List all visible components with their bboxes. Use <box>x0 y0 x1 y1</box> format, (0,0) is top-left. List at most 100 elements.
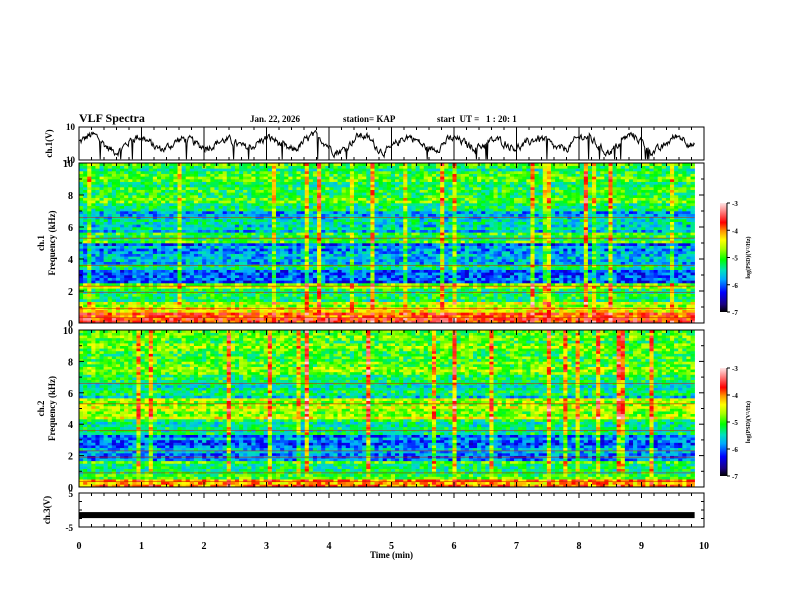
ch1-spectrogram-cell <box>468 240 474 244</box>
ch1-spectrogram-cell <box>91 248 96 252</box>
ch1-spectrogram-cell <box>431 237 437 241</box>
ch1-spectrogram-cell <box>169 243 174 246</box>
ch1-spectrogram-cell <box>587 280 593 284</box>
ch1-spectrogram-cell <box>407 317 412 321</box>
ch1-spectrogram-cell <box>206 261 211 265</box>
ch1-spectrogram-cell <box>132 259 137 262</box>
ch1-spectrogram-cell <box>317 240 322 244</box>
ch1-spectrogram-cell <box>538 237 544 241</box>
ch1-spectrogram-cell <box>148 261 154 265</box>
ch1-spectrogram-cell <box>333 267 338 270</box>
ch1-spectrogram-cell <box>665 309 671 313</box>
ch1-spectrogram-cell <box>493 261 498 265</box>
ch1-spectrogram-cell <box>616 296 622 300</box>
ch1-spectrogram-cell <box>132 269 137 273</box>
ch1-spectrogram-cell <box>107 253 113 257</box>
ch1-spectrogram-cell <box>444 280 449 284</box>
ch1-spectrogram-cell <box>148 269 154 273</box>
ch1-spectrogram-cell <box>259 293 264 297</box>
ch1-spectrogram-cell <box>596 277 601 281</box>
date-label: Jan. 22, 2026 <box>250 114 301 124</box>
ch1-spectrogram-cell <box>456 275 461 278</box>
ch1-spectrogram-cell <box>120 235 125 238</box>
ch1-spectrogram-cell <box>427 296 433 300</box>
ch1-spectrogram-cell <box>493 285 498 289</box>
ch1-spectrogram-cell <box>452 315 457 318</box>
ch1-spectrogram-cell <box>411 240 416 244</box>
ch1-spectrogram-cell <box>259 264 264 268</box>
ch1-spectrogram-cell <box>181 267 186 270</box>
ch1-spectrogram-cell <box>128 256 133 260</box>
ch1-spectrogram-cell <box>214 280 219 284</box>
ch1-spectrogram-cell <box>136 240 141 244</box>
ch1-spectrogram-cell <box>255 261 260 265</box>
ch1-spectrogram-cell <box>181 317 186 321</box>
ch1-spectrogram-cell <box>349 264 355 268</box>
ch1-spectrogram-cell <box>649 280 654 284</box>
ch1-spectrogram-cell <box>407 253 412 257</box>
ch1-spectrogram-cell <box>645 240 650 244</box>
ch1-spectrogram-cell <box>509 245 515 249</box>
ch1-spectrogram-cell <box>374 253 379 257</box>
ch1-spectrogram-cell <box>382 256 388 260</box>
ch1-spectrogram-cell <box>542 309 548 313</box>
ch1-spectrogram-cell <box>571 245 576 249</box>
ch1-spectrogram-cell <box>189 264 195 268</box>
ch1-spectrogram-cell <box>79 272 84 276</box>
ch1-spectrogram-cell <box>670 245 675 249</box>
ch1-spectrogram-cell <box>661 253 667 257</box>
ch1-spectrogram-cell <box>202 299 207 302</box>
ch1-spectrogram-cell <box>251 237 256 241</box>
ch1-spectrogram-cell <box>464 248 470 252</box>
ch1-spectrogram-cell <box>464 317 470 321</box>
ch1-spectrogram-cell <box>370 251 375 254</box>
ch1-spectrogram-cell <box>263 264 269 268</box>
ch1-spectrogram-cell <box>337 256 342 260</box>
ch1-spectrogram-cell <box>649 267 654 270</box>
ch1-spectrogram-cell <box>226 285 232 289</box>
ch1-spectrogram-cell <box>399 251 404 254</box>
ch1-spectrogram-cell <box>136 251 141 254</box>
ch1-spectrogram-cell <box>366 272 371 276</box>
ch1-spectrogram-cell <box>489 261 494 265</box>
ch1-spectrogram-cell <box>337 272 342 276</box>
ch1-spectrogram-cell <box>641 288 646 292</box>
ch1-spectrogram-cell <box>362 272 367 276</box>
ch1-spectrogram-cell <box>567 277 572 281</box>
ch1-spectrogram-cell <box>436 256 441 260</box>
ch1-spectrogram-cell <box>431 304 437 308</box>
ch1-spectrogram-cell <box>670 256 675 260</box>
ch1-spectrogram-cell <box>103 272 109 276</box>
ch1-spectrogram-cell <box>649 269 654 273</box>
ch1-spectrogram-cell <box>156 288 162 292</box>
ch1-spectrogram-cell <box>189 256 195 260</box>
ch1-spectrogram-cell <box>349 320 355 324</box>
ch1-spectrogram-cell <box>382 320 388 324</box>
ch1-spectrogram-cell <box>493 269 498 273</box>
ch1-spectrogram-cell <box>255 240 260 244</box>
ch1-spectrogram-cell <box>440 275 445 278</box>
ch1-spectrogram-cell <box>148 288 154 292</box>
ch1-spectrogram-cell <box>193 293 199 297</box>
ch1-spectrogram-cell <box>501 245 507 249</box>
ch1-spectrogram-cell <box>534 312 539 316</box>
ch1-spectrogram-cell <box>99 288 104 292</box>
ch1-spectrogram-cell <box>649 272 654 276</box>
ch1-spectrogram-cell <box>575 253 580 257</box>
ch1-spectrogram-cell <box>259 267 264 270</box>
ch1-spectrogram-cell <box>415 275 420 278</box>
ch1-spectrogram-cell <box>349 275 355 278</box>
ch1-spectrogram-cell <box>206 320 211 324</box>
ch1-spectrogram-cell <box>189 293 195 297</box>
ch1-spectrogram-cell <box>358 251 363 254</box>
ch1-spectrogram-cell <box>296 315 301 318</box>
ch1-spectrogram-cell <box>682 267 687 270</box>
ch1-spectrogram-cell <box>427 317 433 321</box>
ch1-spectrogram-cell <box>374 259 379 262</box>
ch1-spectrogram-cell <box>177 259 182 262</box>
ch1-spectrogram-cell <box>79 312 84 316</box>
ch1-spectrogram-cell <box>284 304 289 308</box>
ch1-spectrogram-cell <box>407 269 412 273</box>
ch1-spectrogram-cell <box>682 253 687 257</box>
ch1-spectrogram-cell <box>616 267 622 270</box>
